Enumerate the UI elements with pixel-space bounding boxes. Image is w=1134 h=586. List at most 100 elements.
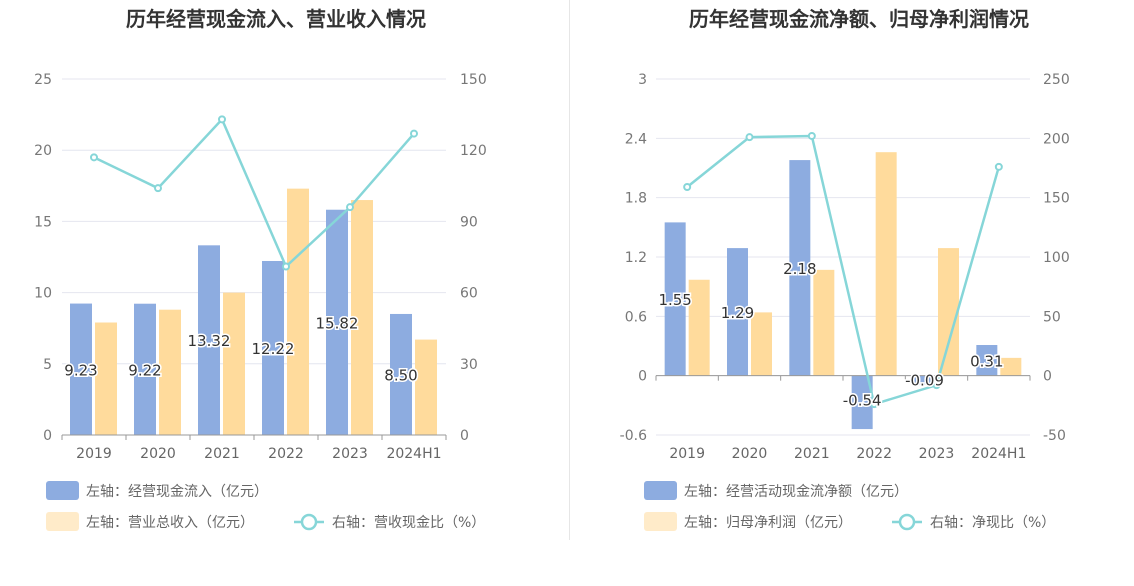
left-bar-data-label: 12.22 (252, 340, 295, 358)
right-x-tick-label: 2024H1 (971, 446, 1026, 462)
right-y-left-tick: 1.2 (625, 250, 647, 266)
left-line-point-2021 (218, 115, 226, 124)
right-y-left-tick: 3 (638, 72, 647, 88)
left-legend-label: 左轴：营业总收入（亿元） (86, 515, 254, 531)
right-x-tick-label: 2019 (669, 446, 705, 462)
right-x-tick-label: 2021 (794, 446, 830, 462)
right-bar-secondary-2023 (938, 248, 959, 376)
right-line-point-2022 (870, 400, 879, 409)
right-bar-secondary-2022 (875, 152, 897, 376)
right-bar-primary-2019 (664, 222, 686, 376)
left-line-series (93, 117, 415, 269)
right-line-point-2024H1 (994, 162, 1003, 171)
left-y-right-tick: 0 (460, 428, 469, 444)
right-bar-data-label: 1.55 (658, 291, 691, 309)
left-y-right-tick: 90 (460, 214, 478, 230)
left-bar-secondary-2023 (351, 200, 373, 435)
left-bar-primary-2019 (70, 303, 92, 435)
right-bar-primary-2021 (789, 160, 811, 376)
right-bar-secondary-2024H1 (1000, 357, 1022, 376)
left-y-left-tick: 0 (43, 428, 52, 444)
right-bar-data-label: 1.29 (721, 304, 754, 322)
right-y-left-tick: 1.8 (625, 191, 647, 207)
right-legend-swatch-1 (644, 512, 677, 531)
left-legend-line-marker (300, 513, 318, 531)
left-x-tick-label: 2022 (268, 446, 304, 462)
left-x-tick-label: 2019 (76, 446, 112, 462)
left-x-tick-label: 2020 (140, 446, 176, 462)
right-bar-secondary-2020 (751, 312, 772, 376)
right-line-point-2019 (683, 182, 692, 191)
right-bar-primary-2023 (914, 375, 935, 385)
left-bar-secondary-2022 (287, 188, 309, 435)
right-line-series (686, 134, 1001, 406)
left-bar-data-label: 9.22 (128, 361, 161, 379)
left-y-right-tick: 150 (460, 72, 487, 88)
right-bar-primary-2024H1 (976, 345, 998, 376)
right-bar-primary-2022 (851, 375, 873, 430)
right-line-point-2021 (807, 131, 816, 140)
left-y-left-tick: 15 (34, 214, 52, 230)
left-x-tick-label: 2021 (204, 446, 240, 462)
right-x-tick-label: 2022 (856, 446, 892, 462)
right-y-left-tick: 0.6 (625, 309, 647, 325)
right-x-tick-label: 2023 (919, 446, 955, 462)
right-bar-data-label: -0.54 (843, 392, 882, 410)
right-y-right-tick: -50 (1043, 428, 1066, 444)
right-bar-data-label: -0.09 (905, 372, 944, 390)
right-y-left-tick: -0.6 (620, 428, 647, 444)
right-bar-primary-2020 (727, 248, 748, 376)
right-bar-data-label: 0.31 (970, 352, 1003, 370)
right-y-right-tick: 250 (1043, 72, 1070, 88)
left-y-right-tick: 30 (460, 357, 478, 373)
left-legend-label: 左轴：经营现金流入（亿元） (86, 484, 268, 500)
left-bar-primary-2024H1 (390, 313, 412, 435)
left-legend-swatch-0 (46, 481, 79, 500)
right-y-right-tick: 200 (1043, 131, 1070, 147)
left-bar-primary-2023 (326, 209, 348, 435)
right-y-left-tick: 0 (638, 369, 647, 385)
right-y-right-tick: 150 (1043, 191, 1070, 207)
left-chart-svg: 历年经营现金流入、营业收入情况 0 5 10 15 20 25 0 30 60 90 120 150 2… (34, 7, 487, 531)
left-bar-data-label: 9.23 (64, 361, 97, 379)
left-bar-data-label: 8.50 (384, 366, 417, 384)
left-y-left-tick: 5 (43, 357, 52, 373)
left-bar-data-label: 13.32 (188, 332, 231, 350)
right-bar-secondary-2019 (688, 279, 710, 376)
left-legend-swatch-1 (46, 512, 79, 531)
right-chart-svg: 历年经营现金流净额、归母净利润情况 -0.6 0 0.6 1.2 1.8 2.4 3 -50 0… (620, 7, 1070, 531)
left-y-right-tick: 60 (460, 286, 478, 302)
left-line-point-2023 (346, 203, 354, 212)
right-y-right-tick: 0 (1043, 369, 1052, 385)
right-y-right-tick: 50 (1043, 309, 1061, 325)
right-chart-title: 历年经营现金流净额、归母净利润情况 (689, 7, 1029, 31)
right-y-right-tick: 100 (1043, 250, 1070, 266)
left-bar-primary-2020 (134, 303, 156, 435)
left-y-left-tick: 10 (34, 286, 52, 302)
left-line-point-2020 (154, 184, 162, 193)
left-y-right-tick: 120 (460, 143, 487, 159)
right-legend-label: 右轴：净现比（%） (930, 515, 1055, 531)
right-legend-label: 左轴：经营活动现金流净额（亿元） (684, 484, 908, 500)
left-chart-panel: 历年经营现金流入、营业收入情况 0 5 10 15 20 25 0 30 60 90 120 150 2… (0, 0, 567, 582)
left-bar-secondary-2024H1 (415, 339, 437, 435)
right-bar-secondary-2021 (813, 269, 835, 376)
left-line-point-2019 (90, 153, 98, 162)
left-bar-secondary-2019 (95, 322, 117, 435)
right-y-left-tick: 2.4 (625, 131, 647, 147)
right-line-point-2020 (745, 133, 754, 142)
left-line-point-2022 (282, 262, 290, 271)
left-bar-primary-2021 (198, 245, 220, 435)
panel-divider (569, 0, 570, 540)
left-bar-secondary-2021 (223, 292, 245, 435)
left-legend-label: 右轴：营收现金比（%） (332, 515, 485, 531)
left-bar-primary-2022 (262, 260, 284, 435)
right-line-point-2023 (932, 381, 941, 390)
right-legend-line-marker (898, 513, 916, 531)
left-chart-title: 历年经营现金流入、营业收入情况 (126, 7, 426, 31)
left-x-tick-label: 2024H1 (386, 446, 441, 462)
right-legend-swatch-0 (644, 481, 677, 500)
right-legend-label: 左轴：归母净利润（亿元） (684, 514, 852, 531)
left-x-tick-label: 2023 (332, 446, 368, 462)
right-bar-data-label: 2.18 (783, 260, 816, 278)
